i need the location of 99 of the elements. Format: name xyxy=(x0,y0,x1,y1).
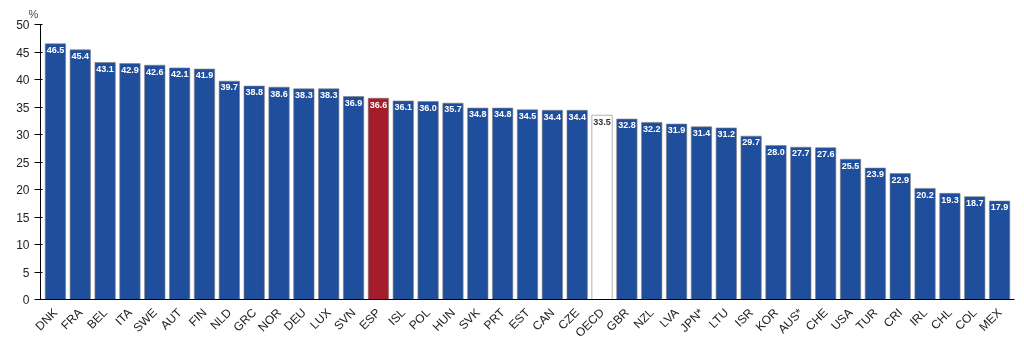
data-label: 33.5 xyxy=(593,116,611,127)
data-label: 39.7 xyxy=(220,82,239,93)
data-label: 38.3 xyxy=(295,90,313,101)
bar xyxy=(492,107,514,300)
data-label: 45.4 xyxy=(71,51,90,62)
y-tick-label: 20 xyxy=(16,183,30,197)
bar xyxy=(94,62,116,300)
bar xyxy=(119,63,141,300)
bar xyxy=(169,67,191,300)
bar xyxy=(467,107,489,300)
y-tick-label: 50 xyxy=(16,18,30,32)
bar xyxy=(840,158,861,300)
data-label: 31.9 xyxy=(667,125,686,136)
data-label: 25.5 xyxy=(841,160,860,171)
bar xyxy=(517,109,538,300)
data-label: 27.6 xyxy=(816,149,835,159)
x-tick-label: FRA xyxy=(58,305,86,333)
bar xyxy=(367,97,389,300)
bar xyxy=(790,146,812,300)
data-label: 31.4 xyxy=(692,128,711,139)
bar xyxy=(765,145,787,300)
bar xyxy=(964,196,986,300)
y-tick-label: 15 xyxy=(16,210,30,225)
bar xyxy=(666,123,688,300)
x-tick-label: LVA xyxy=(656,305,682,331)
data-label: 17.9 xyxy=(990,202,1009,213)
x-tick-label: FIN xyxy=(185,305,210,330)
y-tick-label: 10 xyxy=(16,238,30,252)
data-label: 46.5 xyxy=(46,45,65,56)
bar xyxy=(815,147,837,300)
bar xyxy=(740,135,762,300)
bar xyxy=(591,114,613,300)
data-label: 34.4 xyxy=(543,111,562,122)
x-tick-label: ISL xyxy=(385,305,409,329)
data-label: 34.8 xyxy=(469,109,487,120)
bar xyxy=(392,100,414,300)
data-label: 32.2 xyxy=(642,123,661,134)
y-tick-label: 5 xyxy=(22,265,30,280)
data-label: 34.4 xyxy=(568,111,586,122)
data-label: 36.6 xyxy=(369,99,388,110)
y-axis-title: % xyxy=(28,7,39,20)
x-tick-label: ITA xyxy=(112,305,135,329)
bar xyxy=(343,96,365,300)
data-label: 38.8 xyxy=(245,87,263,98)
data-label: 20.2 xyxy=(916,189,934,200)
bar xyxy=(864,167,886,300)
bar xyxy=(194,68,215,300)
data-label: 31.2 xyxy=(717,129,736,140)
x-tick-label: NZL xyxy=(630,305,657,332)
bar xyxy=(442,102,464,300)
bar xyxy=(144,64,166,300)
bar xyxy=(218,80,240,300)
data-label: 19.3 xyxy=(941,194,959,205)
data-label: 23.9 xyxy=(866,169,885,180)
data-label: 42.9 xyxy=(121,64,139,75)
data-label: 29.7 xyxy=(742,137,760,148)
data-label: 27.7 xyxy=(792,148,810,159)
bar xyxy=(914,188,936,300)
data-label: 18.7 xyxy=(965,197,984,208)
bar xyxy=(616,118,638,300)
bar xyxy=(417,101,439,300)
x-tick-label: CRI xyxy=(880,305,906,331)
bar xyxy=(889,173,911,300)
bar xyxy=(44,43,66,300)
x-tick-label: LTU xyxy=(705,305,732,331)
bar xyxy=(641,122,663,300)
data-label: 41.9 xyxy=(195,70,214,81)
y-tick-label: 40 xyxy=(16,73,30,87)
bar xyxy=(566,110,588,300)
data-label: 36.0 xyxy=(419,102,437,113)
data-label: 28.0 xyxy=(767,146,785,157)
data-label: 42.1 xyxy=(170,69,189,80)
data-label: 32.8 xyxy=(618,120,636,131)
bar xyxy=(243,85,265,300)
data-label: 22.9 xyxy=(891,174,909,185)
data-label: 34.5 xyxy=(518,111,537,122)
y-tick-label: 25 xyxy=(16,155,30,170)
bar xyxy=(939,193,961,300)
data-label: 36.9 xyxy=(344,97,363,108)
bar xyxy=(69,49,91,300)
y-tick-label: 0 xyxy=(22,293,30,307)
data-label: 38.6 xyxy=(270,88,288,99)
y-tick-label: 30 xyxy=(16,128,30,142)
bar xyxy=(690,126,712,300)
bar xyxy=(989,200,1011,300)
bar xyxy=(715,127,737,300)
y-tick-label: 35 xyxy=(16,100,30,115)
x-tick-label: BEL xyxy=(84,305,111,332)
data-label: 38.3 xyxy=(319,90,338,101)
y-tick-label: 45 xyxy=(16,45,30,60)
bar xyxy=(268,86,290,300)
bar xyxy=(318,88,340,300)
data-label: 35.7 xyxy=(444,104,462,115)
data-label: 43.1 xyxy=(96,63,114,74)
bar xyxy=(293,88,315,300)
data-label: 42.6 xyxy=(146,66,164,77)
data-label: 36.1 xyxy=(394,102,413,113)
data-label: 34.8 xyxy=(493,109,512,120)
bar xyxy=(541,110,563,300)
